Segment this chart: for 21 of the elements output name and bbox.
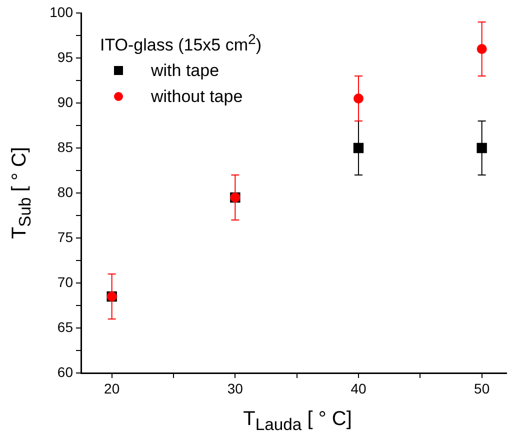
- x-tick-label: 30: [227, 380, 244, 396]
- x-axis-title: T$_{Lauda}$ [ ° C]: [242, 408, 353, 435]
- point: [353, 142, 364, 154]
- point: [354, 94, 364, 104]
- legend-title: ITO-glass (15x5 cm$^{2}$): [100, 32, 262, 56]
- y-tick-label: 60: [57, 364, 74, 380]
- y-tick-label: 95: [57, 48, 74, 65]
- y-tick-label: 65: [57, 318, 74, 335]
- y-tick-label: 85: [57, 138, 74, 155]
- x-tick-label: 20: [104, 380, 120, 396]
- y-tick-label: 75: [57, 228, 74, 245]
- x-tick-label: 50: [474, 380, 490, 396]
- legend-label: without tape: [151, 86, 243, 107]
- point: [476, 142, 487, 154]
- y-tick-label: 100: [50, 4, 74, 20]
- x-tick-label: 40: [350, 380, 366, 396]
- legend-label: with tape: [151, 60, 220, 81]
- point: [476, 44, 487, 54]
- y-tick-label: 70: [57, 274, 74, 290]
- y-tick-label: 80: [57, 184, 74, 200]
- y-tick-label: 90: [57, 94, 74, 110]
